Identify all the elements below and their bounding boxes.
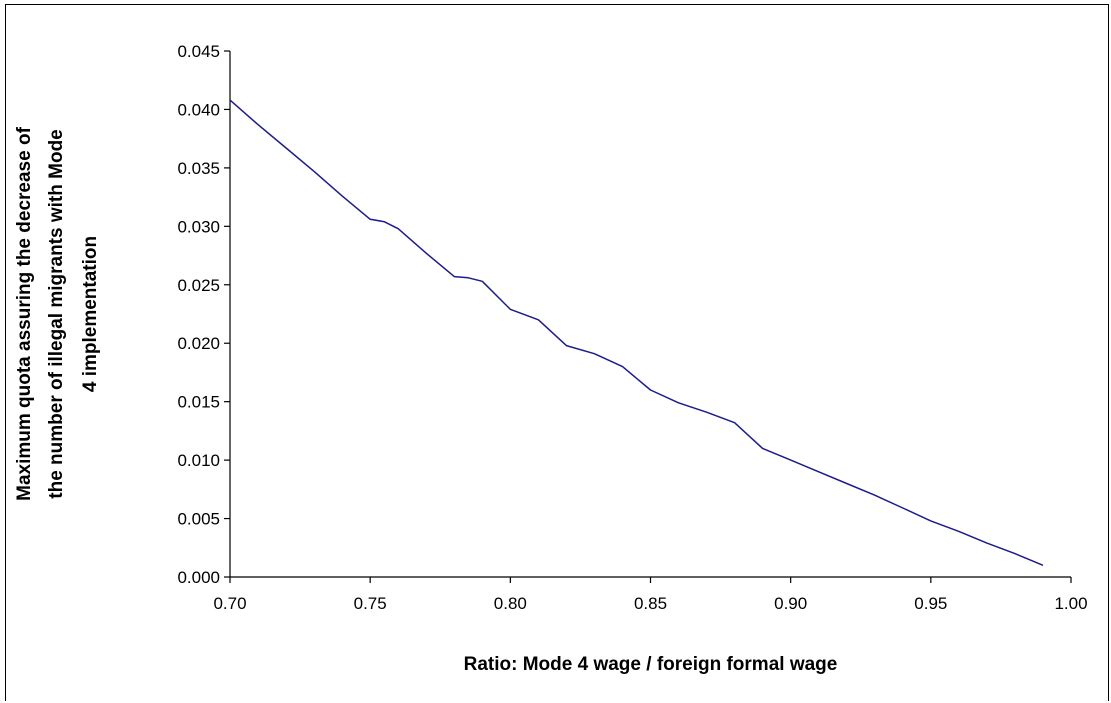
y-tick-label: 0.025 bbox=[177, 276, 220, 295]
y-tick-label: 0.040 bbox=[177, 100, 220, 119]
y-tick-label: 0.030 bbox=[177, 217, 220, 236]
y-axis-ticks: 0.000 0.005 0.010 0.015 0.020 0.025 0.030 0.035… bbox=[177, 42, 230, 587]
x-tick-label: 0.75 bbox=[354, 594, 387, 613]
y-axis-title-line: the number of illegal migrants with Mode bbox=[46, 129, 67, 498]
x-tick-label: 0.95 bbox=[914, 594, 947, 613]
y-axis-title-line: 4 implementation bbox=[80, 236, 101, 392]
y-axis-title-line: Maximum quota assuring the decrease of bbox=[14, 126, 35, 500]
y-tick-label: 0.015 bbox=[177, 393, 220, 412]
chart-frame bbox=[5, 4, 1109, 701]
y-tick-label: 0.045 bbox=[177, 42, 220, 61]
x-tick-label: 1.00 bbox=[1054, 594, 1087, 613]
y-tick-label: 0.005 bbox=[177, 510, 220, 529]
y-tick-label: 0.035 bbox=[177, 159, 220, 178]
x-tick-label: 0.90 bbox=[774, 594, 807, 613]
y-tick-label: 0.000 bbox=[177, 568, 220, 587]
series-layer bbox=[229, 99, 1044, 566]
x-tick-label: 0.70 bbox=[213, 594, 246, 613]
y-tick-label: 0.010 bbox=[177, 451, 220, 470]
x-axis-ticks: 0.70 0.75 0.80 0.85 0.90 0.95 1.00 bbox=[213, 577, 1088, 613]
series-line bbox=[229, 99, 1044, 566]
x-tick-label: 0.85 bbox=[634, 594, 667, 613]
y-axis-title: Maximum quota assuring the decrease of th… bbox=[14, 126, 101, 500]
y-tick-label: 0.020 bbox=[177, 334, 220, 353]
x-tick-label: 0.80 bbox=[494, 594, 527, 613]
x-axis-title: Ratio: Mode 4 wage / foreign formal wage bbox=[464, 654, 838, 675]
